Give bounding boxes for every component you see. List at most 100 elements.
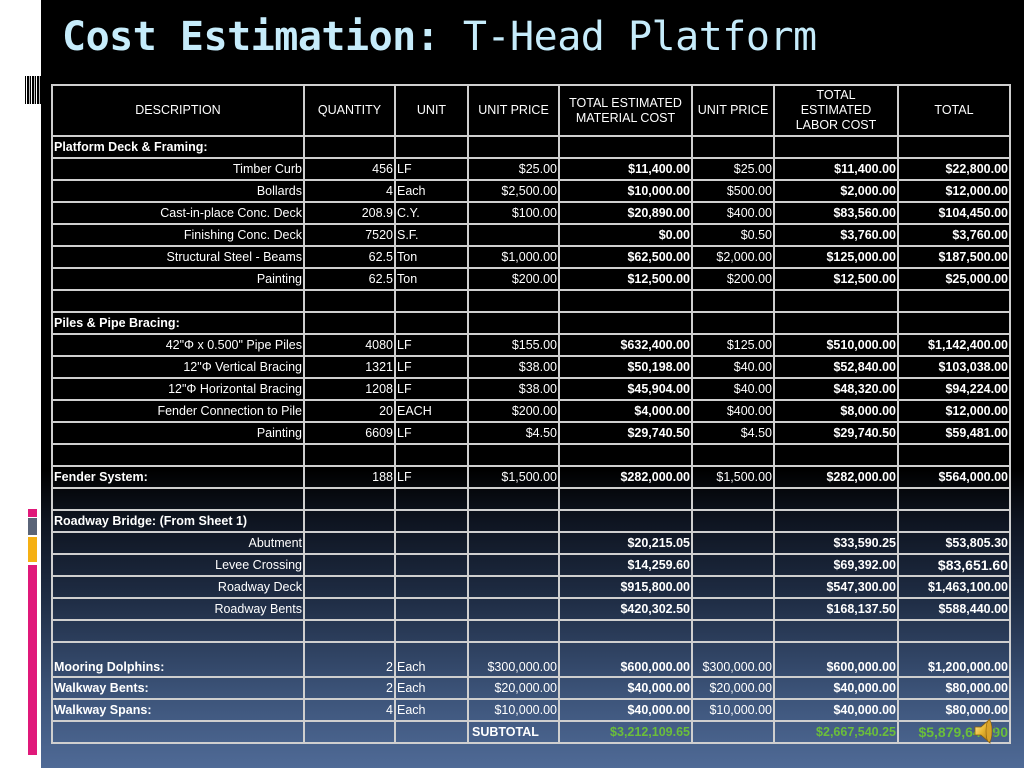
cell-empty	[394, 720, 469, 744]
cell-unit: LF	[394, 355, 469, 379]
cell-unit-price: $10,000.00	[467, 698, 560, 722]
cell-total	[897, 311, 1011, 335]
cell-description: Levee Crossing	[51, 553, 305, 577]
cell-labor-unit-price: $500.00	[691, 179, 775, 203]
cell-quantity: 4	[303, 698, 396, 722]
cell-labor-unit-price: $400.00	[691, 399, 775, 423]
table-row: Fender Connection to Pile 20 EACH $200.00 $4…	[51, 399, 1011, 423]
cell-labor-cost: $282,000.00	[773, 465, 899, 489]
table-row-blank	[51, 443, 1011, 467]
cell-total	[897, 487, 1011, 511]
header-unit-price: UNIT PRICE	[467, 84, 560, 137]
cell-unit-price	[467, 619, 560, 643]
cell-material-cost	[558, 311, 693, 335]
cell-labor-unit-price: $10,000.00	[691, 698, 775, 722]
cell-description: Structural Steel - Beams	[51, 245, 305, 269]
table-row-blank	[51, 289, 1011, 313]
table-row: Finishing Conc. Deck 7520 S.F. $0.00 $0.50 $3…	[51, 223, 1011, 247]
table-row: Cast-in-place Conc. Deck 208.9 C.Y. $100.00…	[51, 201, 1011, 225]
cell-labor-unit-price: $200.00	[691, 267, 775, 291]
cell-description: 42"Φ x 0.500" Pipe Piles	[51, 333, 305, 357]
cell-quantity	[303, 619, 396, 643]
cell-description: Roadway Deck	[51, 575, 305, 599]
cell-labor-unit-price: $0.50	[691, 223, 775, 247]
cell-labor-cost: $40,000.00	[773, 698, 899, 722]
cell-material-cost	[558, 619, 693, 643]
cell-labor-unit-price	[691, 289, 775, 313]
cell-labor-cost: $12,500.00	[773, 267, 899, 291]
cell-total: $103,038.00	[897, 355, 1011, 379]
cell-unit: C.Y.	[394, 201, 469, 225]
cell-unit	[394, 289, 469, 313]
cell-total: $588,440.00	[897, 597, 1011, 621]
table-row-section: Platform Deck & Framing:	[51, 135, 1011, 159]
cell-unit: EACH	[394, 399, 469, 423]
cell-labor-cost: $510,000.00	[773, 333, 899, 357]
cell-total: $3,760.00	[897, 223, 1011, 247]
cell-quantity: 1321	[303, 355, 396, 379]
cell-total: $80,000.00	[897, 676, 1011, 700]
cell-labor-cost: $29,740.50	[773, 421, 899, 445]
table-row: Structural Steel - Beams 62.5 Ton $1,000.00…	[51, 245, 1011, 269]
cell-total: $80,000.00	[897, 698, 1011, 722]
decorative-barcode-lines	[25, 76, 41, 104]
cell-labor-cost: $11,400.00	[773, 157, 899, 181]
cell-description: Finishing Conc. Deck	[51, 223, 305, 247]
table-row-section: Roadway Bridge: (From Sheet 1)	[51, 509, 1011, 533]
cell-description: Bollards	[51, 179, 305, 203]
cell-unit-price: $155.00	[467, 333, 560, 357]
cell-description: Piles & Pipe Bracing:	[51, 311, 305, 335]
cell-material-cost: $11,400.00	[558, 157, 693, 181]
cell-quantity: 208.9	[303, 201, 396, 225]
cell-quantity: 20	[303, 399, 396, 423]
cell-total: $1,200,000.00	[897, 641, 1011, 678]
cell-labor-cost: $52,840.00	[773, 355, 899, 379]
header-quantity: QUANTITY	[303, 84, 396, 137]
cell-unit: LF	[394, 377, 469, 401]
cell-unit: Ton	[394, 245, 469, 269]
cell-empty	[51, 720, 305, 744]
cell-description	[51, 487, 305, 511]
table-row-blank	[51, 619, 1011, 643]
cell-material-cost: $12,500.00	[558, 267, 693, 291]
cell-unit	[394, 597, 469, 621]
cell-total	[897, 509, 1011, 533]
cell-labor-cost: $69,392.00	[773, 553, 899, 577]
table-row: Roadway Bents $420,302.50 $168,137.50 $588,…	[51, 597, 1011, 621]
cell-labor-cost	[773, 135, 899, 159]
cell-unit-price: $100.00	[467, 201, 560, 225]
cell-labor-unit-price: $300,000.00	[691, 641, 775, 678]
cell-quantity	[303, 135, 396, 159]
cell-description: Roadway Bents	[51, 597, 305, 621]
cell-unit-price	[467, 509, 560, 533]
table-row: Bollards 4 Each $2,500.00 $10,000.00 $500.00 $…	[51, 179, 1011, 203]
cell-quantity	[303, 553, 396, 577]
cell-unit-price	[467, 575, 560, 599]
cell-unit-price	[467, 135, 560, 159]
cell-labor-unit-price	[691, 619, 775, 643]
cell-total	[897, 619, 1011, 643]
cell-material-cost	[558, 443, 693, 467]
cell-description: Walkway Bents:	[51, 676, 305, 700]
cell-unit-price	[467, 311, 560, 335]
table-row-section: Mooring Dolphins: 2 Each $300,000.00 $600,00…	[51, 641, 1011, 678]
cell-quantity: 7520	[303, 223, 396, 247]
cell-material-cost	[558, 487, 693, 511]
subtotal-row: SUBTOTAL $3,212,109.65 $2,667,540.25 $5,…	[51, 720, 1011, 744]
cell-description: Painting	[51, 267, 305, 291]
table-row: 12"Φ Horizontal Bracing 1208 LF $38.00 $45,9…	[51, 377, 1011, 401]
cell-unit: Each	[394, 641, 469, 678]
cell-labor-unit-price	[691, 575, 775, 599]
header-total: TOTAL	[897, 84, 1011, 137]
subtotal-label: SUBTOTAL	[467, 720, 560, 744]
cell-unit-price: $25.00	[467, 157, 560, 181]
cell-unit-price	[467, 443, 560, 467]
audio-speaker-icon[interactable]	[973, 716, 999, 746]
cell-labor-unit-price: $1,500.00	[691, 465, 775, 489]
cell-labor-cost: $547,300.00	[773, 575, 899, 599]
table-row: Timber Curb 456 LF $25.00 $11,400.00 $25.00 $1…	[51, 157, 1011, 181]
cell-unit	[394, 531, 469, 555]
cell-description: Platform Deck & Framing:	[51, 135, 305, 159]
cell-labor-unit-price: $20,000.00	[691, 676, 775, 700]
cell-description: Timber Curb	[51, 157, 305, 181]
